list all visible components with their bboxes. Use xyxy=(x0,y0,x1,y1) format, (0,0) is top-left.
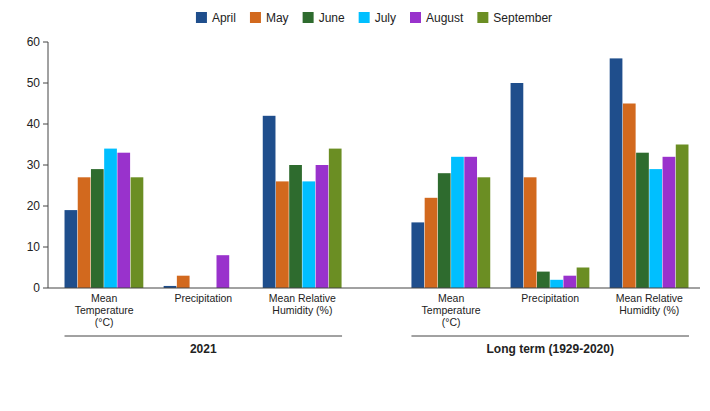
legend-label: May xyxy=(266,11,289,25)
y-tick xyxy=(43,124,48,125)
x-tick-label-line: (°C) xyxy=(95,316,114,328)
y-tick xyxy=(43,247,48,248)
bar xyxy=(117,153,130,288)
bar xyxy=(663,157,676,288)
y-tick xyxy=(43,83,48,84)
legend-label: September xyxy=(493,11,552,25)
legend-swatch xyxy=(303,12,314,23)
bar xyxy=(65,210,78,288)
sections: 2021 Long term (1929-2020) xyxy=(65,336,689,356)
bar xyxy=(464,157,477,288)
bar xyxy=(610,58,623,288)
bar xyxy=(104,149,117,288)
x-tick-label: Precipitation xyxy=(521,292,579,304)
legend-label: August xyxy=(426,11,464,25)
legend-label: June xyxy=(319,11,345,25)
y-tick-label: 50 xyxy=(27,76,41,90)
section-bracket xyxy=(411,336,689,337)
legend-item: September xyxy=(477,11,552,25)
x-tick-label: MeanTemperature(°C) xyxy=(422,292,481,328)
bar xyxy=(478,177,491,288)
y-tick xyxy=(43,165,48,166)
legend-swatch xyxy=(477,12,488,23)
bar xyxy=(411,222,424,288)
bar xyxy=(636,153,649,288)
x-tick-label-line: Humidity (%) xyxy=(619,304,679,316)
bar xyxy=(676,145,689,289)
bar xyxy=(623,104,636,289)
legend-swatch xyxy=(196,12,207,23)
legend-swatch xyxy=(250,12,261,23)
legend-item: June xyxy=(303,11,345,25)
x-axis-line xyxy=(48,288,700,289)
section-bracket xyxy=(65,336,343,337)
x-tick-label-line: Mean Relative xyxy=(616,292,683,304)
bar xyxy=(524,177,537,288)
bar xyxy=(537,272,550,288)
bars xyxy=(65,58,689,288)
x-tick-label-line: Precipitation xyxy=(174,292,232,304)
bar xyxy=(563,276,576,288)
legend-item: April xyxy=(196,11,236,25)
section-label: Long term (1929-2020) xyxy=(487,342,614,356)
y-tick-label: 0 xyxy=(33,281,40,295)
x-tick-label-line: Temperature xyxy=(75,304,134,316)
y-tick-label: 30 xyxy=(27,158,41,172)
bar xyxy=(78,177,91,288)
legend-item: August xyxy=(410,11,464,25)
bar xyxy=(451,157,464,288)
bar xyxy=(263,116,276,288)
bar xyxy=(177,276,190,288)
x-tick-label: Precipitation xyxy=(174,292,232,304)
x-tick-label: MeanTemperature(°C) xyxy=(75,292,134,328)
bar xyxy=(438,173,451,288)
bar xyxy=(217,255,230,288)
bar xyxy=(302,181,315,288)
legend-swatch xyxy=(410,12,421,23)
bar xyxy=(91,169,104,288)
axes: 0 10 20 30 40 50 60 xyxy=(27,35,700,295)
y-tick-label: 40 xyxy=(27,117,41,131)
y-tick-label: 60 xyxy=(27,35,41,49)
y-tick-label: 20 xyxy=(27,199,41,213)
x-tick-label-line: (°C) xyxy=(442,316,461,328)
legend-label: April xyxy=(212,11,236,25)
x-tick-label: Mean RelativeHumidity (%) xyxy=(616,292,683,316)
bar xyxy=(131,177,144,288)
section-label: 2021 xyxy=(190,342,217,356)
bar xyxy=(289,165,302,288)
legend-item: May xyxy=(250,11,289,25)
bar xyxy=(276,181,289,288)
bar xyxy=(649,169,662,288)
x-labels: MeanTemperature(°C)PrecipitationMean Rel… xyxy=(75,292,683,328)
x-tick-label-line: Humidity (%) xyxy=(272,304,332,316)
bar xyxy=(329,149,342,288)
legend-label: July xyxy=(375,11,396,25)
bar xyxy=(511,83,524,288)
x-tick-label-line: Mean xyxy=(438,292,464,304)
bar xyxy=(550,280,563,288)
bar xyxy=(577,268,590,289)
x-tick-label-line: Mean xyxy=(91,292,117,304)
legend-item: July xyxy=(359,11,396,25)
legend-swatch xyxy=(359,12,370,23)
x-tick-label-line: Mean Relative xyxy=(269,292,336,304)
x-tick-label-line: Precipitation xyxy=(521,292,579,304)
bar xyxy=(316,165,329,288)
bar xyxy=(425,198,438,288)
legend: April May June July August September xyxy=(196,11,552,25)
x-tick-label: Mean RelativeHumidity (%) xyxy=(269,292,336,316)
y-tick-label: 10 xyxy=(27,240,41,254)
x-tick-label-line: Temperature xyxy=(422,304,481,316)
y-tick xyxy=(43,42,48,43)
y-tick xyxy=(43,206,48,207)
y-tick xyxy=(43,288,48,289)
chart-svg: 0102030405060MeanTemperature(°C)Precipit… xyxy=(0,0,710,411)
